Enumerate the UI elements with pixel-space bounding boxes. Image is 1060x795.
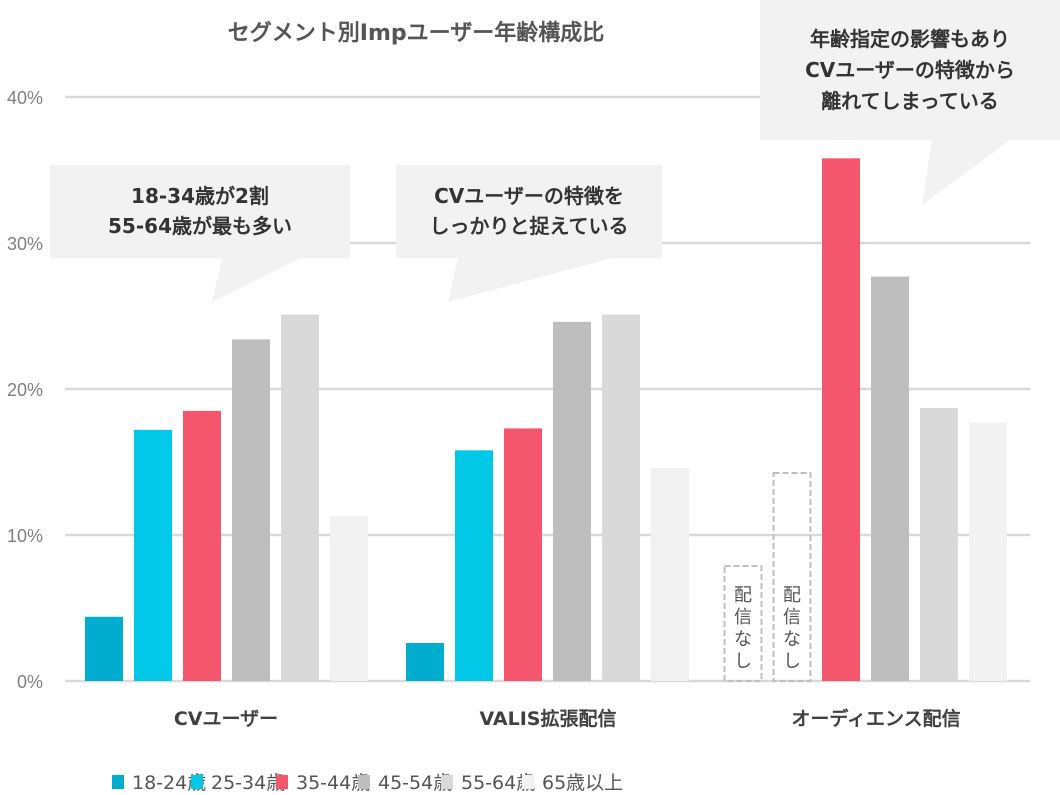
legend-label: 55-64歳 [461, 772, 535, 794]
legend-label: 18-24歳 [132, 772, 206, 794]
no-data-placeholder [772, 472, 812, 682]
legend-swatch [358, 775, 370, 789]
legend-item: 18-24歳 [112, 772, 206, 794]
bar [920, 407, 958, 681]
y-tick-label: 40% [7, 88, 43, 108]
legend-item: 65歳以上 [522, 772, 623, 794]
bar [553, 321, 591, 681]
callout-audience: 年齢指定の影響もあり CVユーザーの特徴から 離れてしまっている [760, 0, 1060, 205]
bar [504, 428, 542, 681]
y-axis-ticks: 0% 10% 20% 30% 40% [7, 88, 43, 692]
callout-line: 55-64歳が最も多い [108, 214, 292, 238]
callout-line: CVユーザーの特徴から [805, 58, 1015, 82]
callout-valis: CVユーザーの特徴を しっかりと捉えている [396, 165, 662, 302]
bar [822, 158, 860, 681]
no-data-placeholder [723, 565, 763, 682]
no-data-label-char: 配 [734, 585, 752, 606]
y-tick-label: 30% [7, 234, 43, 254]
bar [330, 516, 368, 681]
chart-title: セグメント別Impユーザー年齢構成比 [228, 20, 604, 46]
no-data-label-char: し [783, 651, 801, 672]
legend-swatch [276, 775, 288, 789]
legend: 18-24歳 25-34歳 35-44歳 45-54歳 55-64歳 65歳以上 [112, 772, 623, 794]
category-label: CVユーザー [174, 708, 278, 730]
bar [232, 339, 270, 681]
no-data-label-char: な [734, 629, 752, 650]
legend-label: 25-34歳 [211, 772, 285, 794]
legend-label: 35-44歳 [296, 772, 370, 794]
bar [281, 314, 319, 681]
bar [85, 616, 123, 681]
legend-label: 65歳以上 [542, 772, 623, 794]
y-tick-label: 10% [7, 526, 43, 546]
category-label: オーディエンス配信 [791, 707, 960, 730]
callout-cv-users: 18-34歳が2割 55-64歳が最も多い [50, 165, 350, 302]
bar [871, 276, 909, 681]
legend-swatch [522, 775, 534, 789]
y-tick-label: 0% [17, 672, 43, 692]
category-label: VALIS拡張配信 [480, 707, 617, 730]
legend-swatch [191, 775, 203, 789]
bar [651, 467, 689, 681]
bar [602, 314, 640, 681]
no-data-label-char: な [783, 629, 801, 650]
category-labels: CVユーザー VALIS拡張配信 オーディエンス配信 [174, 707, 961, 730]
callout-line: 離れてしまっている [821, 89, 999, 113]
bar [455, 450, 493, 681]
legend-swatch [441, 775, 453, 789]
legend-item: 45-54歳 [358, 772, 452, 794]
no-data-label-char: 信 [734, 607, 752, 628]
bar [406, 643, 444, 681]
legend-item: 25-34歳 [191, 772, 285, 794]
no-data-label-char: 配 [783, 585, 801, 606]
no-data-label-char: し [734, 651, 752, 672]
no-data-label-char: 信 [783, 607, 801, 628]
legend-swatch [112, 775, 124, 789]
legend-item: 55-64歳 [441, 772, 535, 794]
bar [134, 429, 172, 681]
callout-line: 年齢指定の影響もあり [810, 27, 1010, 51]
bar [183, 410, 221, 681]
callout-line: しっかりと捉えている [430, 214, 629, 238]
legend-label: 45-54歳 [378, 772, 452, 794]
callout-line: 18-34歳が2割 [131, 184, 269, 208]
y-tick-label: 20% [7, 380, 43, 400]
bar [969, 422, 1007, 681]
legend-item: 35-44歳 [276, 772, 370, 794]
callout-line: CVユーザーの特徴を [434, 184, 624, 208]
callouts: 18-34歳が2割 55-64歳が最も多い CVユーザーの特徴を しっかりと捉え… [50, 0, 1060, 302]
